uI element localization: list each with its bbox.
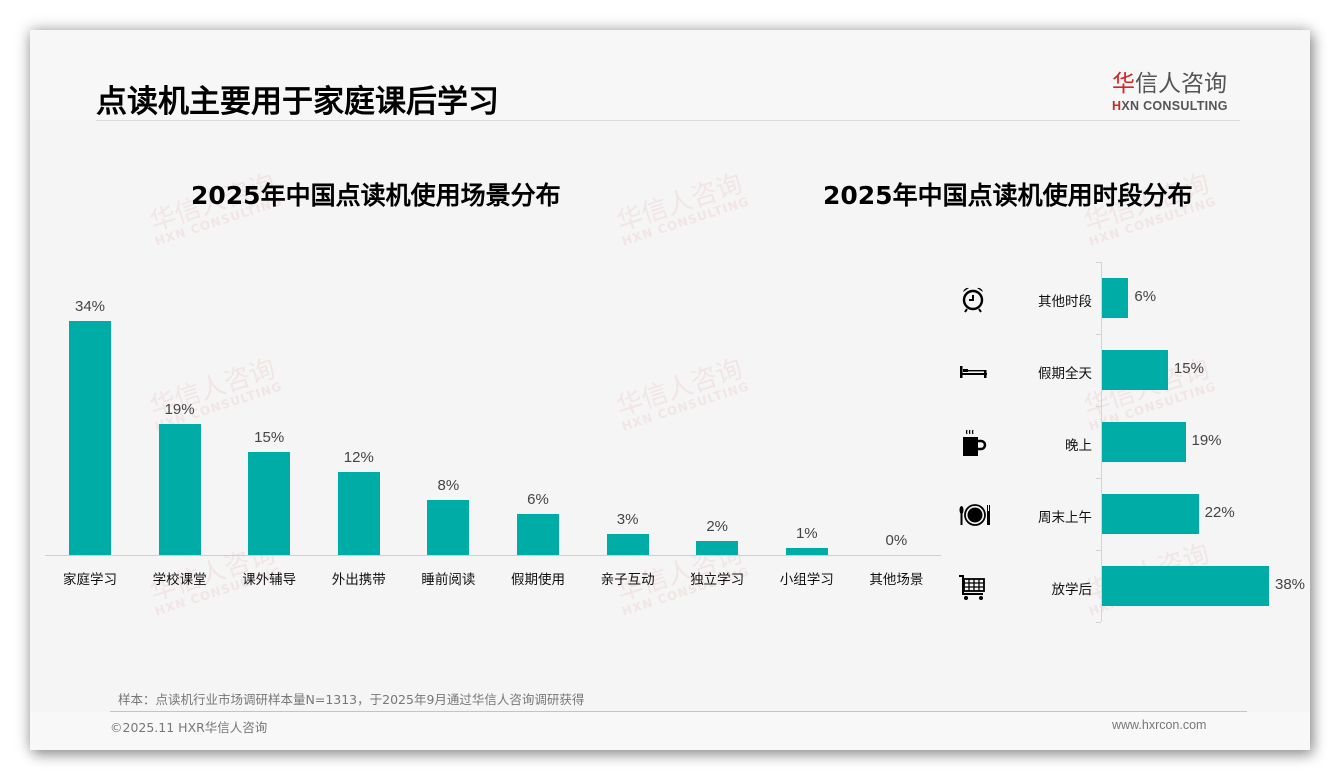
- bar-value-label: 0%: [885, 532, 908, 549]
- bar-row: 晚上 19%: [940, 406, 1310, 478]
- category-label: 放学后: [1051, 582, 1093, 598]
- category-label: 学校课堂: [152, 572, 207, 588]
- header-band: [30, 30, 1310, 120]
- bar-column: 15% 课外辅导: [224, 285, 314, 595]
- logo-cn: 华信人咨询: [1112, 64, 1242, 98]
- time-chart-title: 2025年中国点读机使用时段分布: [823, 181, 1193, 210]
- bar: [158, 424, 201, 555]
- bar-column: 1% 小组学习: [762, 285, 852, 595]
- bar: [517, 513, 559, 555]
- header-divider: [96, 120, 1240, 121]
- bar-value-label: 19%: [1191, 432, 1222, 449]
- category-label: 其他场景: [869, 572, 924, 588]
- bar: [248, 451, 291, 555]
- bar-column: 12% 外出携带: [314, 285, 404, 595]
- axis-tick: [1096, 550, 1101, 551]
- bar-row: 周末上午 22%: [940, 478, 1310, 550]
- bar: [606, 534, 649, 555]
- bar-value-label: 22%: [1204, 504, 1235, 521]
- bar: [1102, 566, 1269, 606]
- category-label: 外出携带: [331, 572, 386, 588]
- bar: [1102, 494, 1199, 534]
- axis-tick: [1096, 622, 1101, 623]
- bar-row: 放学后 38%: [940, 550, 1310, 622]
- category-label: 晚上: [1065, 438, 1092, 454]
- axis-tick: [1096, 262, 1101, 263]
- bar-value-label: 6%: [527, 490, 549, 508]
- category-label: 独立学习: [690, 572, 745, 588]
- footer-divider: [110, 711, 1247, 712]
- company-logo: 华信人咨询 HXN CONSULTING: [1112, 64, 1242, 113]
- bar-value-label: 1%: [795, 525, 818, 543]
- bar: [785, 548, 828, 555]
- bar-value-label: 8%: [437, 476, 460, 494]
- axis-tick: [1096, 406, 1101, 407]
- axis-tick: [1096, 334, 1101, 335]
- plate-cutlery-icon: [958, 500, 990, 530]
- source-note: 样本：点读机行业市场调研样本量N=1313，于2025年9月通过华信人咨询调研获…: [118, 692, 585, 707]
- category-label: 假期使用: [511, 572, 565, 588]
- hot-drink-icon: [958, 428, 988, 458]
- bar: [1102, 422, 1186, 462]
- axis-tick: [1096, 478, 1101, 479]
- bar: [337, 472, 380, 555]
- time-bar-chart: 其他时段 6% 假期全天 15% 晚上 19% 周末上午 22% 放学后 38%: [940, 262, 1310, 627]
- bar-value-label: 38%: [1275, 576, 1306, 593]
- bar-value-label: 15%: [254, 428, 285, 446]
- bar-value-label: 12%: [343, 449, 374, 467]
- shopping-cart-icon: [958, 572, 988, 602]
- category-label: 课外辅导: [242, 572, 297, 588]
- bar-column: 8% 睡前阅读: [403, 285, 493, 595]
- category-label: 小组学习: [779, 572, 834, 588]
- bar: [1102, 350, 1168, 390]
- logo-cn-text: 信人咨询: [1135, 71, 1227, 97]
- bar-column: 19% 学校课堂: [135, 285, 225, 595]
- category-label: 睡前阅读: [421, 572, 476, 588]
- bar-column: 6% 假期使用: [493, 285, 583, 595]
- page-title: 点读机主要用于家庭课后学习: [96, 84, 499, 120]
- logo-en: HXN CONSULTING: [1112, 99, 1242, 113]
- bar-value-label: 3%: [616, 511, 639, 529]
- bar: [427, 499, 470, 555]
- scene-bar-chart: 34% 家庭学习 19% 学校课堂 15% 课外辅导 12% 外出携带 8% 睡前阅读 6% 假期使用…: [45, 285, 941, 595]
- bar-column: 3% 亲子互动: [583, 285, 673, 595]
- scene-chart-title: 2025年中国点读机使用场景分布: [191, 181, 561, 210]
- alarm-clock-icon: [958, 284, 988, 314]
- bar-value-label: 6%: [1134, 288, 1157, 305]
- bar: [696, 541, 739, 555]
- category-label: 周末上午: [1038, 510, 1092, 526]
- category-label: 家庭学习: [63, 572, 117, 588]
- slide: 点读机主要用于家庭课后学习 华信人咨询 HXN CONSULTING 华信人咨询…: [30, 30, 1310, 750]
- bar-value-label: 15%: [1173, 360, 1204, 377]
- bar-column: 2% 独立学习: [672, 285, 762, 595]
- category-label: 亲子互动: [600, 572, 655, 588]
- x-axis-line: [45, 555, 941, 556]
- logo-en-text: XN CONSULTING: [1121, 99, 1228, 113]
- footer-band: [30, 712, 1310, 750]
- website-link[interactable]: www.hxrcon.com: [1112, 718, 1207, 732]
- bar: [1102, 278, 1129, 318]
- bar-column: 0% 其他场景: [851, 285, 941, 595]
- bed-icon: [958, 356, 988, 386]
- copyright: ©2025.11 HXR华信人咨询: [110, 720, 268, 735]
- bar-row: 其他时段 6%: [940, 262, 1310, 334]
- bar-value-label: 19%: [164, 401, 195, 419]
- category-label: 其他时段: [1038, 294, 1092, 310]
- bar: [69, 321, 111, 555]
- y-axis-line: [1101, 262, 1102, 622]
- bar-value-label: 2%: [706, 518, 729, 536]
- bar-column: 34% 家庭学习: [45, 285, 135, 595]
- category-label: 假期全天: [1038, 366, 1092, 382]
- logo-en-mark: H: [1112, 99, 1122, 113]
- bar-value-label: 34%: [74, 298, 106, 315]
- bar-row: 假期全天 15%: [940, 334, 1310, 406]
- logo-cn-mark: 华: [1112, 71, 1135, 97]
